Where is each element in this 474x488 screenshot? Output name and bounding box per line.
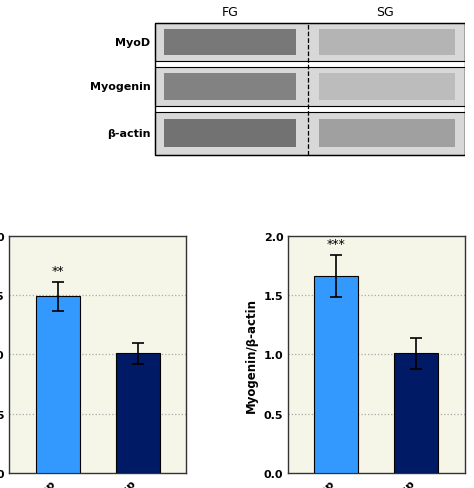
Text: **: ** <box>51 264 64 278</box>
Text: MyoD: MyoD <box>115 38 151 48</box>
Bar <box>164 29 296 56</box>
Bar <box>319 74 456 101</box>
Bar <box>155 113 465 156</box>
Bar <box>314 277 358 473</box>
Bar <box>155 23 465 156</box>
Bar <box>319 120 456 148</box>
Bar <box>394 354 438 473</box>
Bar <box>155 23 465 62</box>
Text: FG: FG <box>222 6 238 19</box>
Bar <box>36 297 80 473</box>
Bar <box>155 68 465 106</box>
Text: ***: *** <box>327 237 346 250</box>
Y-axis label: Myogenin/β-actin: Myogenin/β-actin <box>245 297 258 412</box>
Bar <box>164 74 296 101</box>
Text: β-actin: β-actin <box>107 129 151 139</box>
Text: Myogenin: Myogenin <box>90 82 151 92</box>
Text: SG: SG <box>376 6 394 19</box>
Bar <box>164 120 296 148</box>
Bar <box>116 354 160 473</box>
Bar <box>319 29 456 56</box>
